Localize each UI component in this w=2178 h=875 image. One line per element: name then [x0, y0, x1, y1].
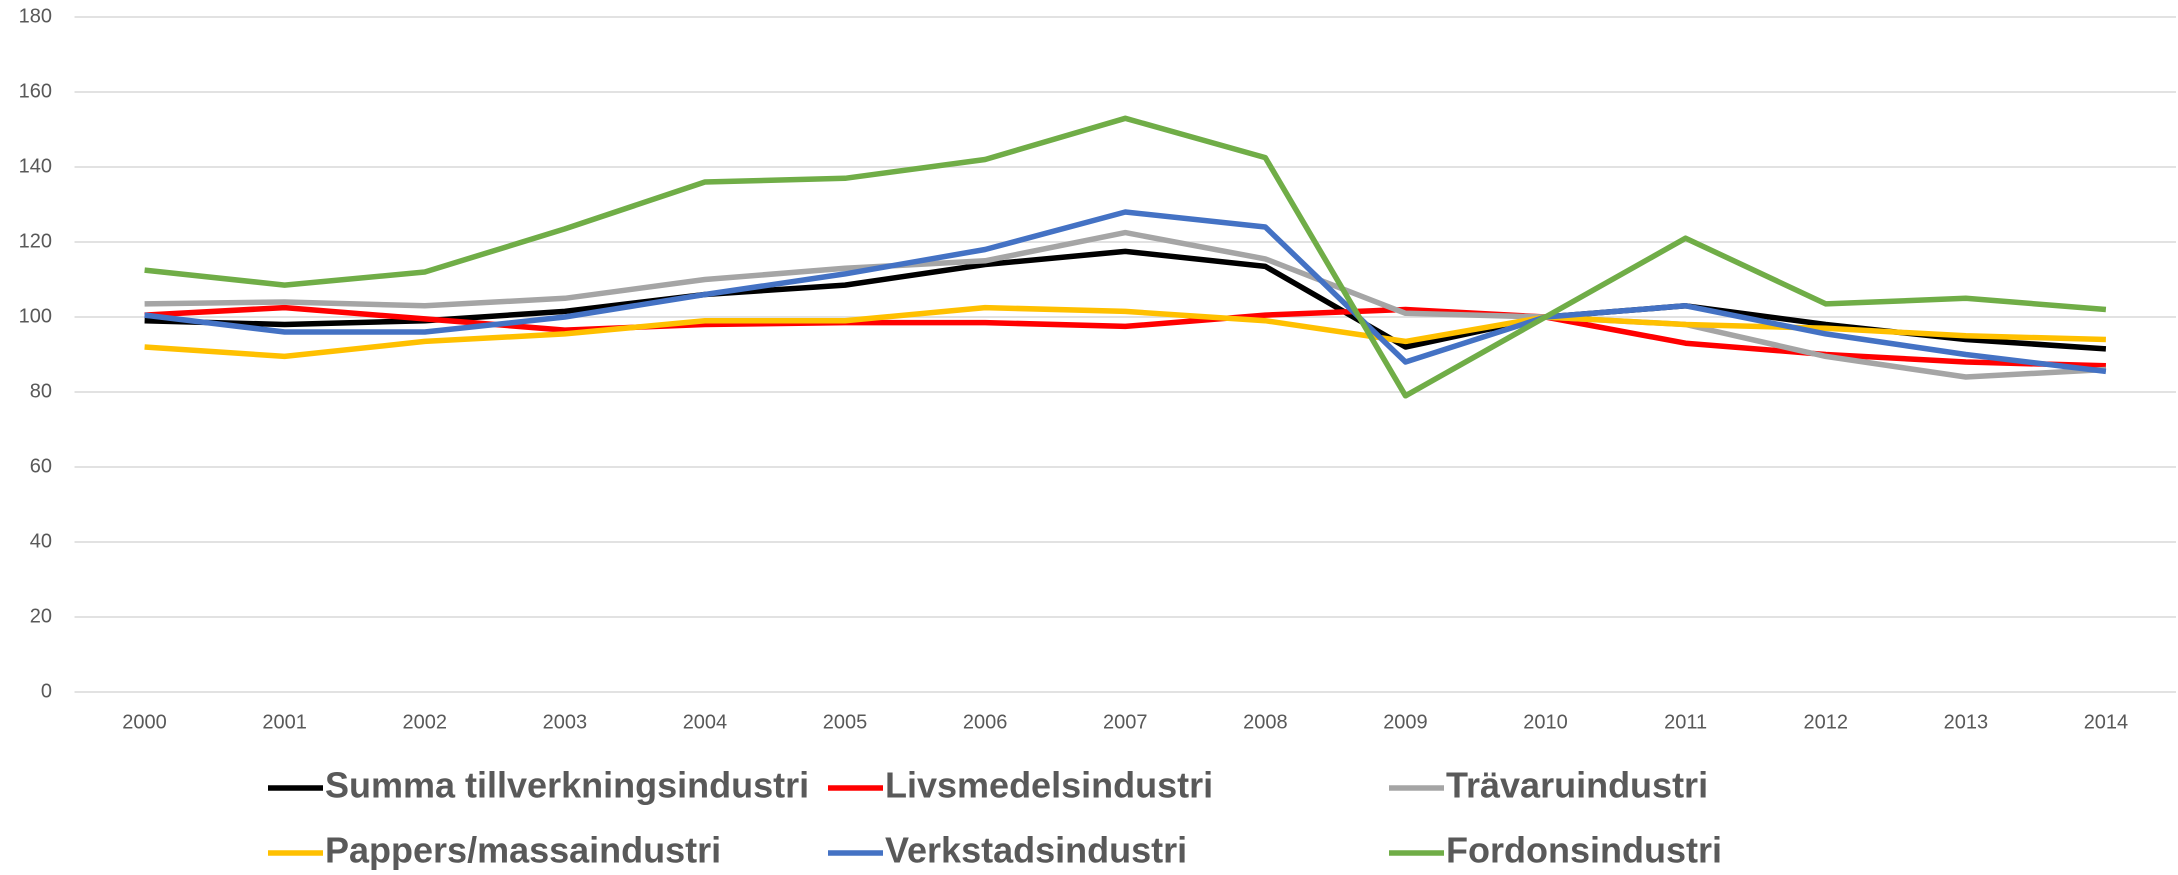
x-tick-label: 2011: [1664, 711, 1707, 733]
y-tick-label: 80: [30, 380, 52, 402]
y-tick-label: 160: [19, 80, 52, 102]
y-tick-label: 100: [19, 305, 52, 327]
legend-label: Livsmedelsindustri: [885, 765, 1213, 806]
x-tick-label: 2010: [1523, 711, 1568, 733]
legend-label: Fordonsindustri: [1446, 830, 1722, 871]
x-tick-label: 2003: [543, 711, 588, 733]
series-line: [144, 304, 2106, 369]
x-tick-label: 2004: [683, 711, 728, 733]
x-tick-label: 2001: [262, 711, 307, 733]
y-tick-label: 120: [19, 230, 52, 252]
x-tick-label: 2008: [1243, 711, 1288, 733]
x-tick-label: 2009: [1383, 711, 1428, 733]
y-tick-label: 60: [30, 455, 52, 477]
legend-label: Pappers/massaindustri: [325, 830, 721, 871]
y-tick-label: 180: [19, 5, 52, 27]
x-tick-label: 2012: [1804, 711, 1849, 733]
y-tick-label: 0: [41, 680, 52, 702]
x-tick-label: 2013: [1944, 711, 1989, 733]
x-tick-label: 2014: [2084, 711, 2129, 733]
series-line: [144, 115, 2107, 399]
series-line: [144, 209, 2107, 375]
legend-label: Summa tillverkningsindustri: [325, 765, 809, 806]
y-tick-label: 40: [30, 530, 52, 552]
x-tick-label: 2007: [1103, 711, 1148, 733]
y-tick-label: 140: [19, 155, 52, 177]
series-line: [144, 229, 2107, 380]
series-line: [144, 248, 2107, 352]
x-tick-label: 2002: [403, 711, 448, 733]
x-tick-label: 2000: [122, 711, 167, 733]
x-tick-label: 2005: [823, 711, 868, 733]
legend-label: Verkstadsindustri: [885, 830, 1187, 871]
y-tick-label: 20: [30, 605, 52, 627]
x-tick-label: 2006: [963, 711, 1008, 733]
legend-label: Trävaruindustri: [1446, 765, 1708, 806]
